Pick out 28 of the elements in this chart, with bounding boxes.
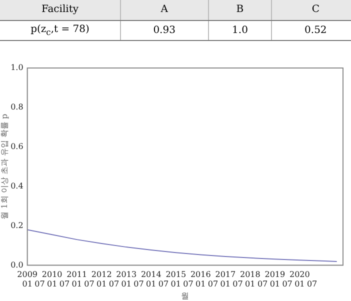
y-tick-label: 0.6 <box>10 142 24 151</box>
x-tick-label: 07 <box>183 280 194 289</box>
text: B <box>208 0 272 20</box>
text: C <box>272 0 351 20</box>
text: p(z$_{c}$,t = 78) <box>0 20 120 40</box>
x-tick-label: 07 <box>134 280 144 289</box>
x-tick-label: 07 <box>34 280 45 289</box>
y-tick-label: 1.0 <box>10 63 24 72</box>
x-tick-label: 07 <box>306 280 318 289</box>
text: 0.52 <box>272 20 351 40</box>
x-tick-label: 07 <box>282 280 292 289</box>
text: 0.93 <box>120 20 208 40</box>
y-tick-label: 0.8 <box>10 102 24 112</box>
text: 1.0 <box>208 20 272 40</box>
y-tick-label: 0.2 <box>10 220 24 230</box>
x-tick-label: 07 <box>257 280 268 289</box>
x-tick-label: 07 <box>158 280 169 289</box>
y-tick-label: 0.0 <box>10 260 24 270</box>
x-tick-label: 07 <box>59 280 70 289</box>
x-tick-label: 07 <box>84 280 94 289</box>
x-tick-label: 07 <box>208 280 218 289</box>
x-tick-label: 07 <box>108 280 120 289</box>
text: Facility <box>0 0 120 20</box>
text: A <box>120 0 208 20</box>
y-tick-label: 0.4 <box>10 181 24 190</box>
x-axis-title: 월 <box>181 291 190 300</box>
x-tick-label: 07 <box>232 280 243 289</box>
y-axis-title: 월 1회 이상 초과 유입 확률 p <box>0 114 9 220</box>
